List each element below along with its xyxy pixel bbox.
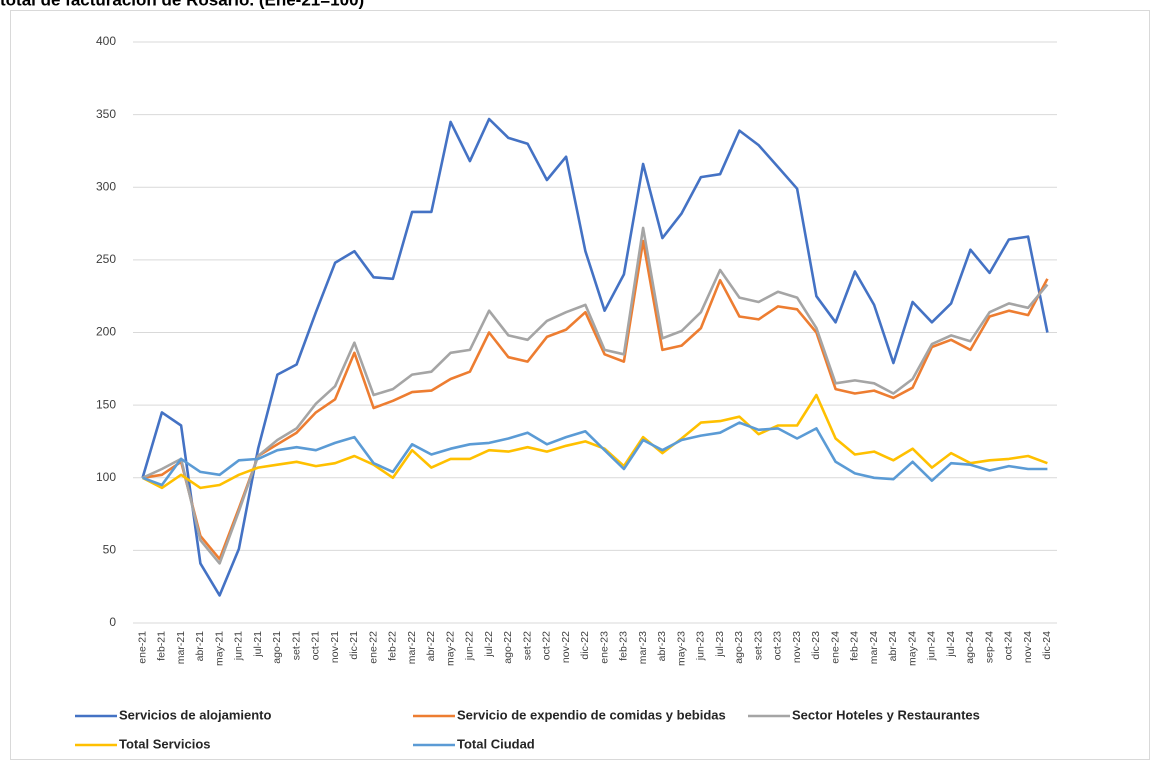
x-tick-label: nov-24 — [1022, 631, 1034, 663]
x-tick-label: set-23 — [752, 631, 764, 660]
x-tick-label: dic-21 — [348, 631, 360, 660]
x-tick-label: ago-21 — [271, 631, 283, 664]
x-tick-label: nov-23 — [791, 631, 803, 663]
x-tick-label: may-24 — [906, 631, 918, 666]
y-tick-label: 50 — [103, 543, 117, 557]
x-tick-label: nov-22 — [560, 631, 572, 663]
legend-label: Servicios de alojamiento — [119, 707, 272, 722]
y-tick-label: 0 — [109, 615, 116, 629]
x-tick-label: dic-22 — [579, 631, 591, 660]
legend-label: Total Servicios — [119, 736, 211, 751]
series-line — [142, 239, 1049, 561]
x-tick-label: nov-21 — [329, 631, 341, 663]
y-tick-label: 350 — [96, 107, 116, 121]
y-tick-label: 100 — [96, 470, 116, 484]
x-tick-label: abr-22 — [425, 631, 437, 662]
x-tick-label: jun-24 — [926, 631, 938, 661]
x-tick-label: dic-24 — [1041, 631, 1053, 660]
x-tick-label: feb-24 — [849, 631, 861, 661]
y-tick-label: 150 — [96, 397, 116, 411]
x-tick-label: oct-21 — [310, 631, 322, 660]
chart-border — [10, 10, 1150, 760]
x-tick-label: set-22 — [521, 631, 533, 660]
x-tick-label: mar-22 — [406, 631, 418, 664]
chart-title: total de facturación de Rosario. (Ene-21… — [0, 0, 364, 9]
x-tick-label: feb-22 — [387, 631, 399, 661]
series-line — [141, 393, 1048, 490]
x-tick-label: ene-21 — [136, 631, 148, 664]
x-tick-label: ago-22 — [502, 631, 514, 664]
x-tick-label: oct-24 — [1003, 631, 1015, 660]
y-tick-label: 250 — [96, 252, 116, 266]
x-tick-label: jul-23 — [714, 631, 726, 658]
x-tick-label: may-22 — [444, 631, 456, 666]
series-line — [142, 226, 1049, 565]
x-tick-label: jun-22 — [464, 631, 476, 661]
x-tick-label: abr-24 — [887, 631, 899, 662]
x-tick-label: ago-24 — [964, 631, 976, 664]
y-tick-label: 300 — [96, 179, 116, 193]
x-tick-label: feb-21 — [156, 631, 168, 661]
series-line — [142, 421, 1048, 487]
x-tick-label: abr-23 — [656, 631, 668, 662]
x-tick-label: jul-24 — [945, 631, 957, 658]
series-line — [141, 117, 1049, 597]
x-tick-label: jul-21 — [252, 631, 264, 658]
x-tick-label: feb-23 — [618, 631, 630, 661]
x-tick-label: jun-23 — [695, 631, 707, 661]
legend-label: Servicio de expendio de comidas y bebida… — [457, 707, 726, 722]
x-tick-label: may-21 — [213, 631, 225, 666]
x-tick-label: dic-23 — [810, 631, 822, 660]
x-tick-label: oct-23 — [772, 631, 784, 660]
x-tick-label: mar-21 — [175, 631, 187, 664]
x-tick-label: may-23 — [675, 631, 687, 666]
legend-label: Total Ciudad — [457, 736, 535, 751]
legend-label: Sector Hoteles y Restaurantes — [792, 707, 980, 722]
x-tick-label: ene-22 — [367, 631, 379, 664]
x-tick-label: jun-21 — [233, 631, 245, 661]
x-tick-label: ene-24 — [829, 631, 841, 664]
x-tick-label: jul-22 — [483, 631, 495, 658]
x-tick-label: mar-24 — [868, 631, 880, 664]
x-tick-label: sep-24 — [983, 631, 995, 663]
x-tick-label: oct-22 — [541, 631, 553, 660]
x-tick-label: mar-23 — [637, 631, 649, 664]
x-tick-label: abr-21 — [194, 631, 206, 662]
x-tick-label: ago-23 — [733, 631, 745, 664]
x-tick-label: set-21 — [290, 631, 302, 660]
y-tick-label: 400 — [96, 34, 116, 48]
x-tick-label: ene-23 — [598, 631, 610, 664]
y-tick-label: 200 — [96, 325, 116, 339]
